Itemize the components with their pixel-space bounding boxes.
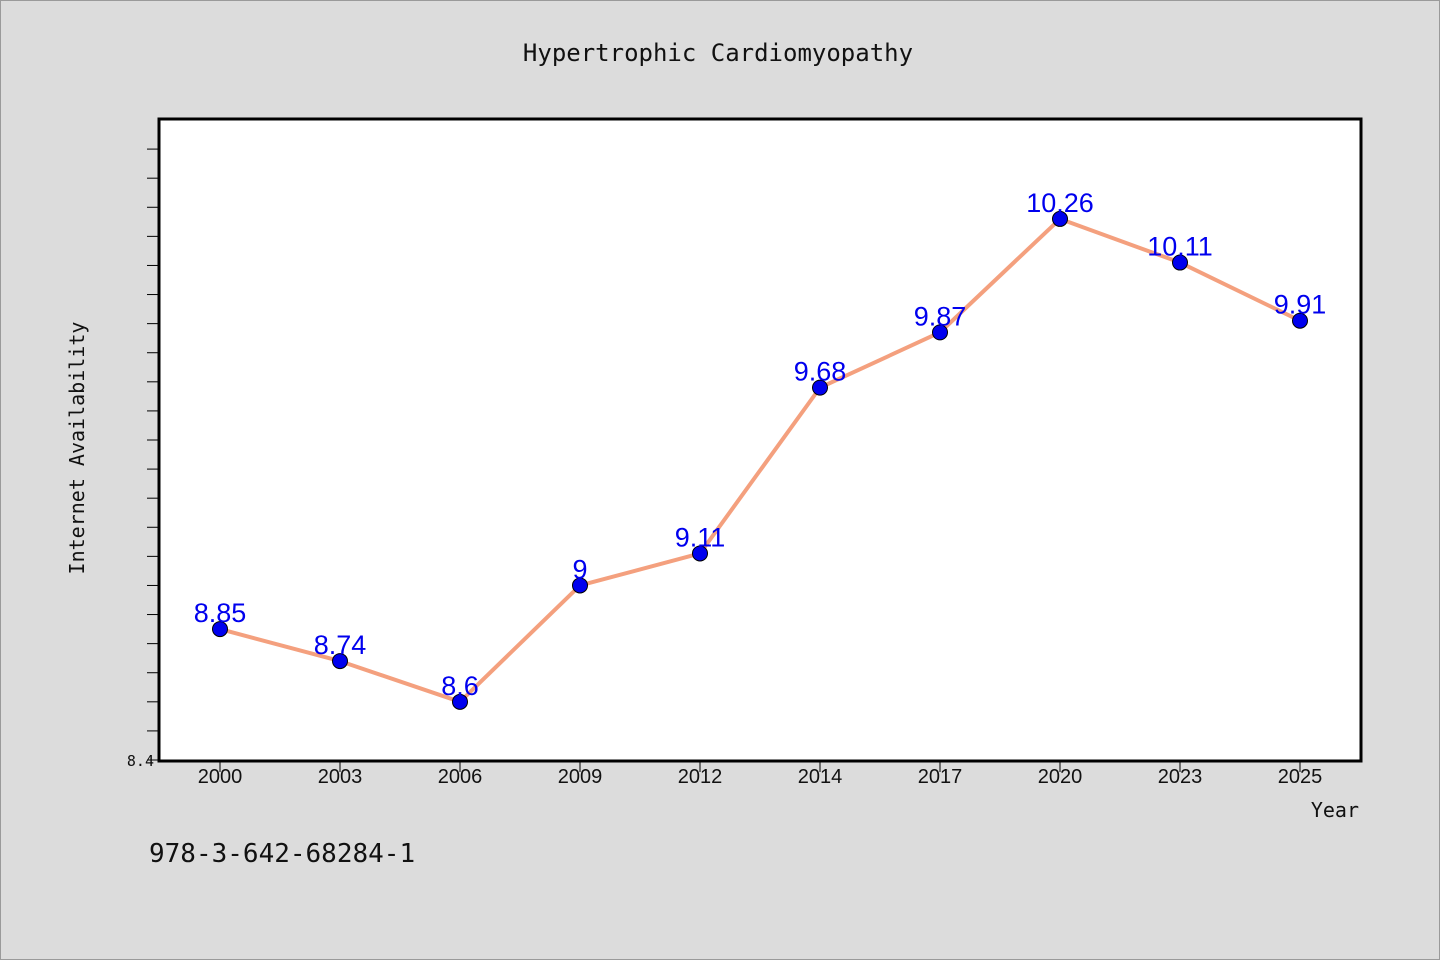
x-tick-label: 2000: [198, 766, 243, 788]
data-label: 8.85: [194, 598, 247, 628]
x-tick-label: 2014: [798, 766, 843, 788]
chart-title: Hypertrophic Cardiomyopathy: [523, 39, 913, 67]
x-tick-label: 2003: [318, 766, 363, 788]
data-point: [1052, 210, 1068, 227]
x-axis-label: Year: [1311, 798, 1359, 822]
x-tick-label: 2017: [918, 766, 963, 788]
y-tick-label: 8.4: [127, 752, 154, 770]
x-tick-label: 2025: [1278, 766, 1323, 788]
data-label: 9.11: [675, 522, 726, 552]
data-label: 9.87: [914, 301, 967, 331]
data-label: 9.91: [1274, 290, 1327, 320]
plot-border: [157, 117, 1363, 763]
data-point: [692, 545, 708, 562]
data-label: 9.68: [794, 357, 847, 387]
data-label: 10.26: [1026, 188, 1094, 218]
data-point: [1292, 312, 1308, 329]
series-layer: 8.85 8.74 8.6 9 9.11 9.68 9.87 10.26 10.11 9.91: [194, 188, 1327, 710]
x-tick-label: 2009: [558, 766, 603, 788]
data-point: [932, 324, 948, 341]
data-label: 10.11: [1147, 232, 1213, 262]
data-label: 8.74: [314, 630, 367, 660]
data-point: [812, 379, 828, 396]
data-point: [572, 577, 588, 594]
y-axis-ticks: 8.4: [127, 148, 159, 770]
y-axis-label: Internet Availability: [65, 322, 89, 575]
series-line: [219, 216, 1301, 704]
data-point: [332, 653, 348, 670]
footer-code: 978-3-642-68284-1: [149, 839, 415, 869]
x-tick-label: 2006: [438, 766, 483, 788]
data-point: [1172, 254, 1188, 271]
data-point: [452, 693, 468, 710]
x-tick-label: 2020: [1038, 766, 1083, 788]
plot-area: [159, 119, 1361, 761]
data-point: [212, 621, 228, 638]
x-tick-label: 2023: [1158, 766, 1203, 788]
x-axis-ticks: 2000 2003 2006 2009 2012 2014 2017 2020 2023 2025: [198, 761, 1323, 788]
data-label: 9: [572, 554, 587, 584]
data-label: 8.6: [441, 671, 479, 701]
x-tick-label: 2012: [678, 766, 723, 788]
